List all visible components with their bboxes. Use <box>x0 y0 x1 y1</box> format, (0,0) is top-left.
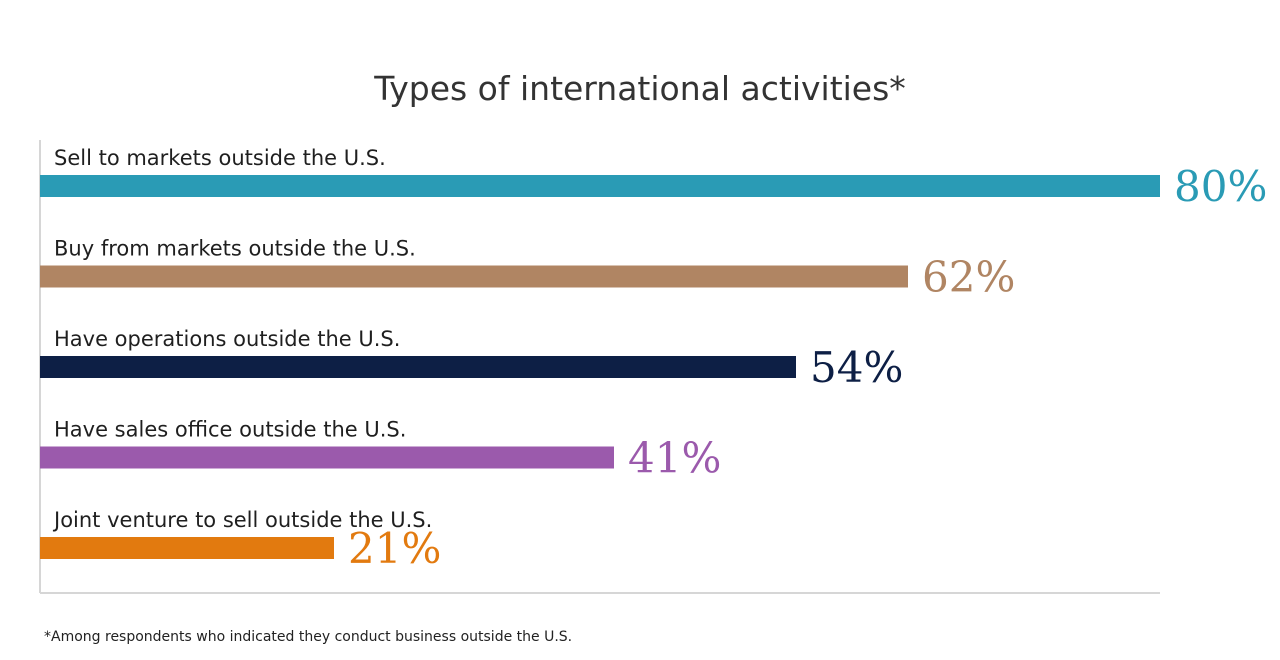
bar <box>40 446 614 469</box>
category-label: Joint venture to sell outside the U.S. <box>52 508 432 532</box>
bar <box>40 356 796 378</box>
value-label: 21% <box>348 524 441 573</box>
chart-title: Types of international activities* <box>373 69 906 108</box>
bars-group: Sell to markets outside the U.S. 80% Buy f… <box>40 146 1267 573</box>
value-label: 62% <box>922 253 1015 302</box>
category-label: Have sales office outside the U.S. <box>54 418 406 442</box>
value-label: 54% <box>810 343 903 392</box>
bar <box>40 265 908 288</box>
category-label: Have operations outside the U.S. <box>54 327 400 351</box>
footnote: *Among respondents who indicated they co… <box>44 629 572 645</box>
bar <box>40 537 334 559</box>
bar <box>40 175 1160 197</box>
category-label: Sell to markets outside the U.S. <box>54 146 386 170</box>
category-label: Buy from markets outside the U.S. <box>54 237 416 261</box>
value-label: 41% <box>628 434 721 483</box>
value-label: 80% <box>1174 162 1267 211</box>
